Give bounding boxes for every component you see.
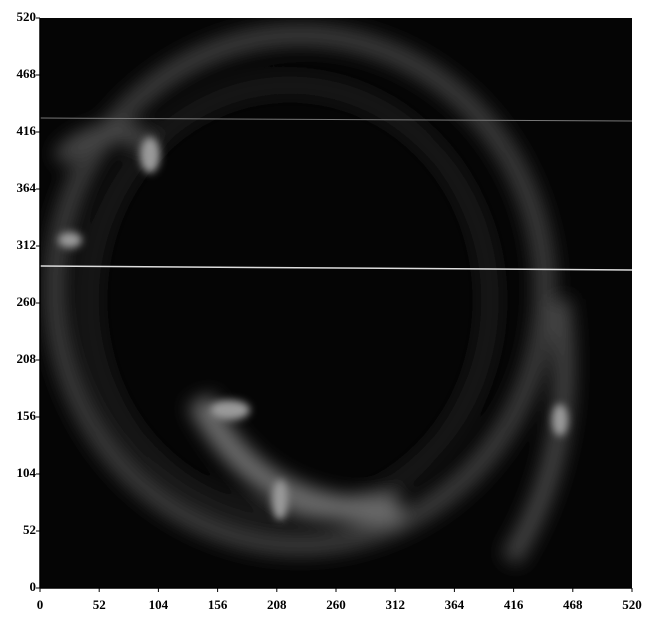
y-tick-label: 156 [17,408,37,423]
y-tick-label: 208 [17,351,37,366]
x-tick-label: 208 [267,597,287,612]
y-tick-label: 52 [23,522,36,537]
x-tick-label: 260 [326,597,346,612]
y-tick-label: 416 [17,123,37,138]
y-tick-label: 468 [17,66,37,81]
y-tick-label: 364 [17,180,37,195]
x-tick-label: 468 [563,597,583,612]
x-tick-label: 312 [385,597,405,612]
y-tick-label: 520 [17,9,37,24]
x-tick-label: 52 [93,597,106,612]
x-tick-label: 104 [149,597,169,612]
x-tick-label: 364 [445,597,465,612]
y-tick-label: 312 [17,237,37,252]
y-tick-label: 104 [17,465,37,480]
image [40,18,632,588]
x-tick-label: 416 [504,597,524,612]
x-tick-label: 520 [622,597,642,612]
y-tick-label: 260 [17,294,37,309]
x-tick-label: 0 [37,597,44,612]
y-tick-label: 0 [30,579,37,594]
x-tick-label: 156 [208,597,228,612]
